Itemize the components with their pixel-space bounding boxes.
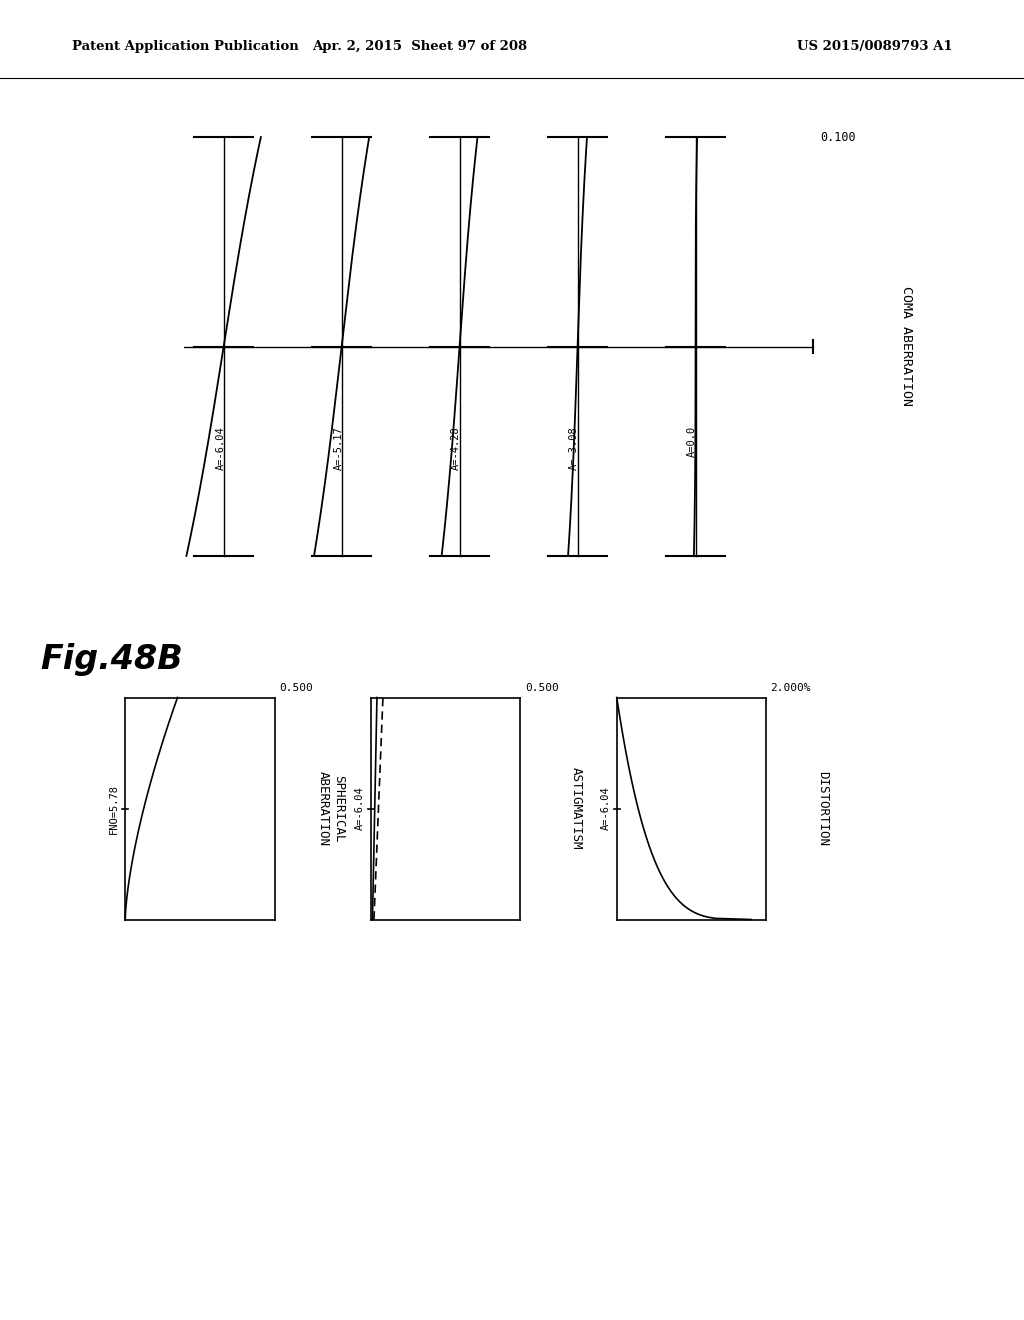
Text: 0.500: 0.500 bbox=[525, 682, 558, 693]
Text: US 2015/0089793 A1: US 2015/0089793 A1 bbox=[797, 40, 952, 53]
Text: A=-6.04: A=-6.04 bbox=[215, 426, 225, 470]
Text: A=-6.04: A=-6.04 bbox=[601, 787, 610, 830]
Text: Fig.48B: Fig.48B bbox=[40, 644, 182, 676]
Text: A=-4.28: A=-4.28 bbox=[452, 426, 461, 470]
Text: 0.100: 0.100 bbox=[820, 131, 856, 144]
Text: SPHERICAL
ABERRATION: SPHERICAL ABERRATION bbox=[316, 771, 345, 846]
Text: COMA ABERRATION: COMA ABERRATION bbox=[900, 286, 912, 407]
Text: A=-6.04: A=-6.04 bbox=[355, 787, 365, 830]
Text: ASTIGMATISM: ASTIGMATISM bbox=[570, 767, 583, 850]
Text: FNO=5.78: FNO=5.78 bbox=[110, 784, 119, 833]
Text: Patent Application Publication: Patent Application Publication bbox=[72, 40, 298, 53]
Text: 0.500: 0.500 bbox=[279, 682, 312, 693]
Text: 2.000%: 2.000% bbox=[771, 682, 811, 693]
Text: A=0.0: A=0.0 bbox=[687, 426, 697, 458]
Text: A=-5.17: A=-5.17 bbox=[334, 426, 343, 470]
Text: A=-3.08: A=-3.08 bbox=[569, 426, 580, 470]
Text: Apr. 2, 2015  Sheet 97 of 208: Apr. 2, 2015 Sheet 97 of 208 bbox=[312, 40, 527, 53]
Text: DISTORTION: DISTORTION bbox=[816, 771, 828, 846]
